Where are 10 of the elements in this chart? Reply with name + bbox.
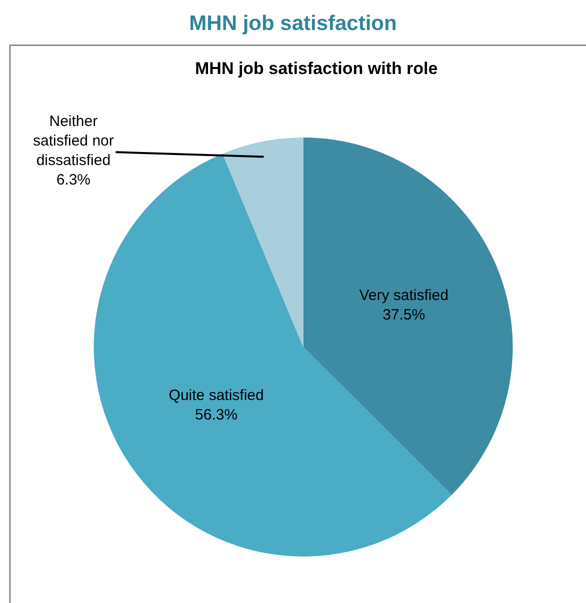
data-label: 6.3% xyxy=(56,172,91,188)
pie-slice xyxy=(222,138,304,348)
chart-title: MHN job satisfaction xyxy=(189,12,397,35)
chart-subtitle: MHN job satisfaction with role xyxy=(195,59,438,78)
data-label: 37.5% xyxy=(382,306,426,324)
data-label: 56.3% xyxy=(195,406,238,424)
slice-label: Neither satisfied nor dissatisfied xyxy=(33,113,114,169)
pie-slice xyxy=(303,138,513,495)
slice-label: Very satisfied xyxy=(359,286,448,304)
slice-label: Quite satisfied xyxy=(168,387,264,404)
